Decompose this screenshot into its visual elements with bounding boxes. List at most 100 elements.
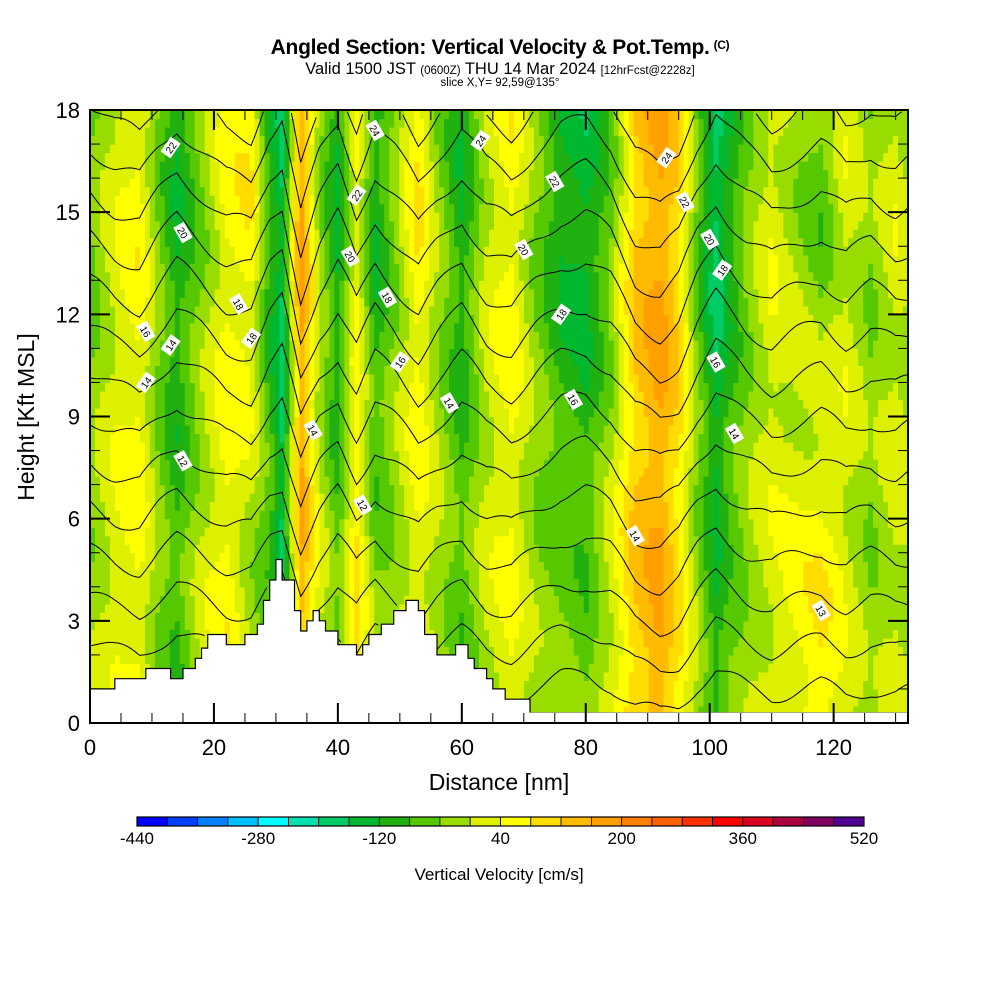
velocity-cell <box>863 212 869 281</box>
velocity-cell <box>354 535 360 664</box>
velocity-cell <box>124 110 131 188</box>
velocity-cell <box>329 110 335 120</box>
velocity-cell <box>144 603 151 665</box>
velocity-cell <box>289 110 296 120</box>
velocity-cell <box>454 322 460 435</box>
velocity-cell <box>149 569 156 707</box>
velocity-cell <box>479 280 485 349</box>
velocity-cell <box>833 178 839 315</box>
velocity-cell <box>249 433 256 494</box>
velocity-cell <box>269 314 276 375</box>
velocity-cell <box>873 220 879 290</box>
velocity-cell <box>259 382 266 511</box>
velocity-cell <box>793 110 799 179</box>
velocity-cell <box>513 110 520 188</box>
isentrope-20 <box>89 244 909 346</box>
velocity-cell <box>464 501 470 571</box>
velocity-cell <box>748 680 754 724</box>
velocity-cell <box>99 612 106 724</box>
terrain <box>89 558 909 724</box>
velocity-cell <box>798 646 804 716</box>
velocity-cell <box>868 263 874 358</box>
colorbar-swatch <box>590 816 623 827</box>
velocity-cell <box>818 339 824 520</box>
velocity-cell <box>773 552 779 724</box>
velocity-cell <box>578 118 585 196</box>
velocity-cell <box>394 390 400 452</box>
velocity-cell <box>324 110 331 162</box>
contour-label-text: 16 <box>565 393 580 409</box>
velocity-cell <box>164 578 171 724</box>
velocity-cell <box>808 152 814 273</box>
velocity-cell <box>693 535 700 596</box>
velocity-cell <box>763 110 769 188</box>
velocity-cell <box>134 110 141 171</box>
velocity-cell <box>154 220 161 367</box>
isentrope-22 <box>89 158 909 259</box>
colorbar-swatch <box>500 816 532 827</box>
velocity-cell <box>289 280 296 341</box>
velocity-cell <box>628 110 635 137</box>
velocity-cell <box>818 110 824 145</box>
velocity-cell <box>708 271 715 315</box>
velocity-cell <box>264 569 271 579</box>
velocity-cell <box>99 246 106 392</box>
velocity-cell <box>588 365 595 418</box>
velocity-cell <box>748 110 754 171</box>
velocity-cell <box>474 373 480 460</box>
velocity-cell <box>503 535 510 639</box>
velocity-cell <box>254 118 261 196</box>
x-tick-label: 100 <box>691 735 728 760</box>
velocity-cell <box>753 220 759 290</box>
velocity-cell <box>733 280 740 384</box>
velocity-cell <box>578 544 585 596</box>
velocity-cell <box>823 527 829 571</box>
velocity-cell <box>419 382 425 520</box>
velocity-cell <box>793 271 799 392</box>
velocity-cell <box>239 152 246 213</box>
velocity-cell <box>683 110 690 213</box>
velocity-cell <box>369 416 375 537</box>
velocity-cell <box>878 110 884 162</box>
velocity-cell <box>90 561 96 630</box>
velocity-cell <box>723 365 730 418</box>
velocity-cell <box>159 595 166 716</box>
velocity-cell <box>628 450 635 511</box>
velocity-cell <box>204 527 211 579</box>
velocity-cell <box>229 578 236 707</box>
velocity-cell <box>593 271 600 409</box>
velocity-cell <box>743 407 749 562</box>
vertical-velocity-field <box>90 110 909 724</box>
contour-label: 18 <box>712 259 733 281</box>
velocity-cell <box>688 552 695 716</box>
velocity-cell <box>454 110 460 137</box>
velocity-cell <box>189 110 196 179</box>
velocity-cell <box>543 237 550 324</box>
velocity-cell <box>768 484 774 537</box>
velocity-cell <box>404 450 410 520</box>
velocity-cell <box>109 484 116 664</box>
contour-label: 18 <box>241 327 262 350</box>
velocity-cell <box>479 178 485 205</box>
velocity-cell <box>169 169 176 222</box>
velocity-cell <box>773 416 779 486</box>
velocity-cell <box>229 246 236 332</box>
velocity-cell <box>863 110 869 162</box>
velocity-cell <box>404 518 410 596</box>
velocity-cell <box>134 339 141 418</box>
velocity-cell <box>409 135 415 273</box>
velocity-cell <box>838 212 844 315</box>
contour-label-text: 16 <box>137 325 152 341</box>
valid-date: THU 14 Mar 2024 <box>464 60 596 78</box>
velocity-cell <box>94 476 101 622</box>
velocity-cell <box>623 135 630 213</box>
velocity-cell <box>708 314 715 375</box>
velocity-cell <box>888 390 894 528</box>
velocity-cell <box>648 288 655 375</box>
velocity-cell <box>439 110 445 188</box>
velocity-cell <box>648 110 655 145</box>
velocity-cell <box>169 629 176 716</box>
velocity-cell <box>324 527 331 588</box>
velocity-cell <box>364 535 370 596</box>
velocity-cell <box>419 186 425 247</box>
